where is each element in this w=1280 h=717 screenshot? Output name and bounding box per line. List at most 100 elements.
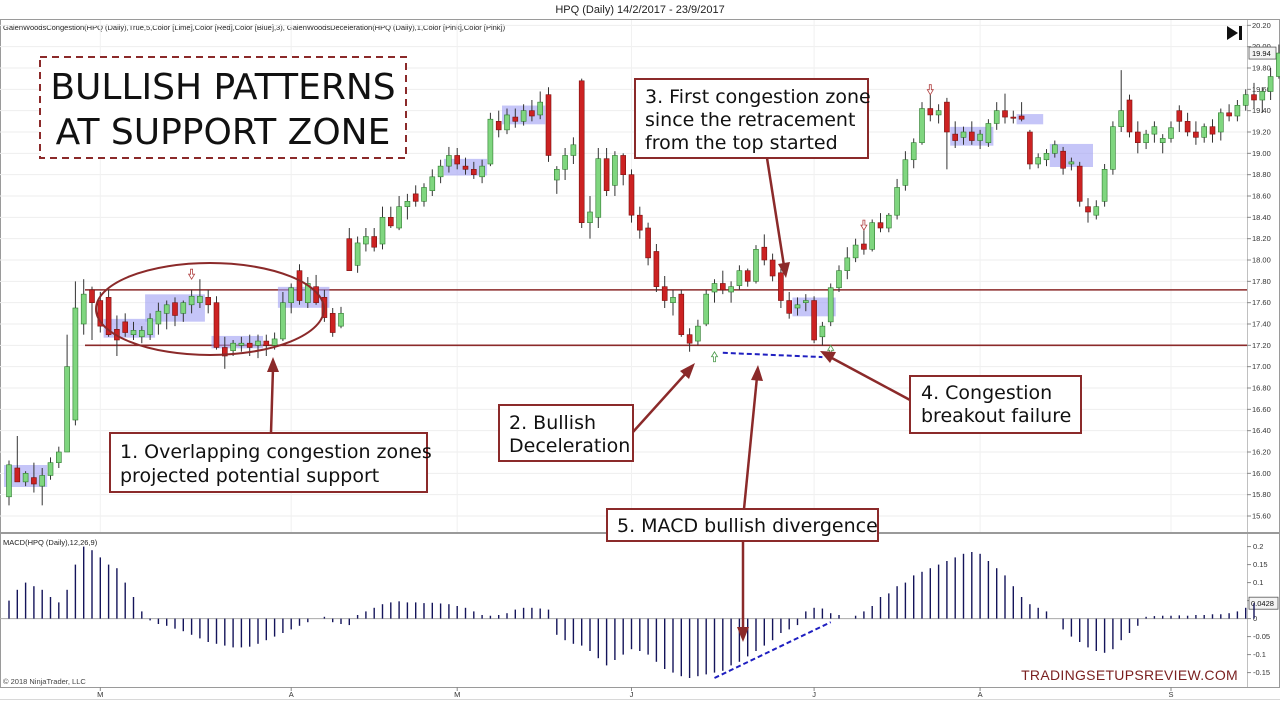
candle-down [172,302,178,316]
candle-up [437,165,444,178]
candle-up [446,155,452,167]
macd-last-tag [1248,596,1279,610]
candle-up [612,155,618,186]
annotation-5-line1: 5. MACD bullish divergence [617,515,878,537]
candle-up [960,131,967,138]
candle-down [387,217,394,227]
price-tick-label: 18.20 [1252,234,1271,243]
time-tick-label: J [630,690,634,699]
arrow-2-head [680,363,695,379]
candle-down [661,286,668,301]
candle-up [695,325,701,342]
macd-divergence-line [714,621,832,679]
candle-up [421,187,427,202]
candle-up [163,304,170,314]
macd-axis: 0.20.150.10.050-0.05-0.1-0.150.0428 [0,542,1279,677]
price-tick-label: 18.80 [1252,170,1271,179]
arrow-1-shaft [269,367,275,434]
candle-up [711,283,718,293]
candle-up [238,342,245,346]
candle-up [894,187,900,216]
annotation-3-line3: from the top started [645,132,838,154]
candle-up [1151,126,1158,135]
candle-up [736,270,743,286]
candle-up [587,211,593,223]
candle-up [404,201,411,207]
candle-up [1201,126,1207,138]
price-divergence-dashed [722,351,823,359]
candle-up [479,165,485,178]
candle-up [902,159,909,186]
candle-down [769,259,776,277]
candle-down [470,169,477,175]
last-price-label: 19.94 [1252,49,1271,58]
candle-down [462,165,469,170]
price-tick-label: 18.60 [1252,192,1271,201]
macd-label: MACD(HPQ (Daily),12,26,9) [3,538,98,547]
candle-up [304,283,311,303]
candle-down [545,94,552,156]
candle-up [1035,157,1041,165]
price-tick-label: 17.20 [1252,341,1271,350]
candle-down [529,110,535,117]
candlesticks [6,44,1280,506]
candle-down [329,313,336,333]
candle-down [1126,99,1133,133]
time-tick-label: A [978,690,983,699]
annotation-5-box [606,508,879,542]
deceleration-down-arrow [860,219,868,231]
candle-down [1251,94,1257,101]
candle-up [280,302,286,340]
candle-down [263,340,270,346]
annotation-4-line1: 4. Congestion [921,382,1052,404]
macd-tick-label: 0.2 [1253,542,1263,551]
watermark: TRADINGSETUPSREVIEW.COM [1021,667,1238,683]
skip-to-end-icon[interactable] [1224,24,1244,42]
candle-up [670,297,676,303]
candle-up [1267,76,1274,92]
price-tick-label: 19.60 [1252,85,1271,94]
candle-down [778,272,784,301]
candle-up [47,462,54,476]
candle-up [910,142,917,161]
macd-tick-label: 0 [1253,614,1257,623]
deceleration-up-arrow [710,350,719,363]
candle-up [22,473,29,483]
candle-down [346,238,353,271]
time-tick-label: S [1168,690,1173,699]
price-tick-label: 16.60 [1252,405,1271,414]
candle-up [155,310,162,325]
deceleration-down-arrow [187,268,196,280]
headline-line1: BULLISH PATTERNS [50,67,395,108]
candle-up [1110,126,1116,170]
candle-up [819,325,826,338]
candle-down [213,302,220,348]
macd-last-label: 0.0428 [1251,599,1274,608]
candle-down [205,297,211,306]
candle-down [645,227,651,259]
candle-up [728,286,734,293]
price-tick-label: 18.00 [1252,256,1271,265]
candle-down [603,158,610,191]
headline-box [39,56,407,159]
macd-tick-label: -0.1 [1253,650,1266,659]
price-tick-label: 19.00 [1252,149,1271,158]
candle-down [1176,110,1183,122]
price-divergence-line [722,351,823,359]
candle-down [678,293,685,335]
candle-up [1068,161,1075,165]
deceleration-down-arrow [926,84,935,96]
annotation-1-line2: projected potential support [120,465,379,487]
price-tick-label: 19.40 [1252,106,1271,115]
macd-histogram [8,546,1255,678]
annotation-3-box [634,78,869,159]
candle-down [89,289,95,303]
candle-up [520,110,527,122]
candle-up [55,451,62,463]
candle-up [852,244,859,259]
candle-up [396,206,402,229]
arrow-3-shaft [765,157,786,267]
candle-down [495,121,502,131]
time-tick-label: M [454,690,460,699]
